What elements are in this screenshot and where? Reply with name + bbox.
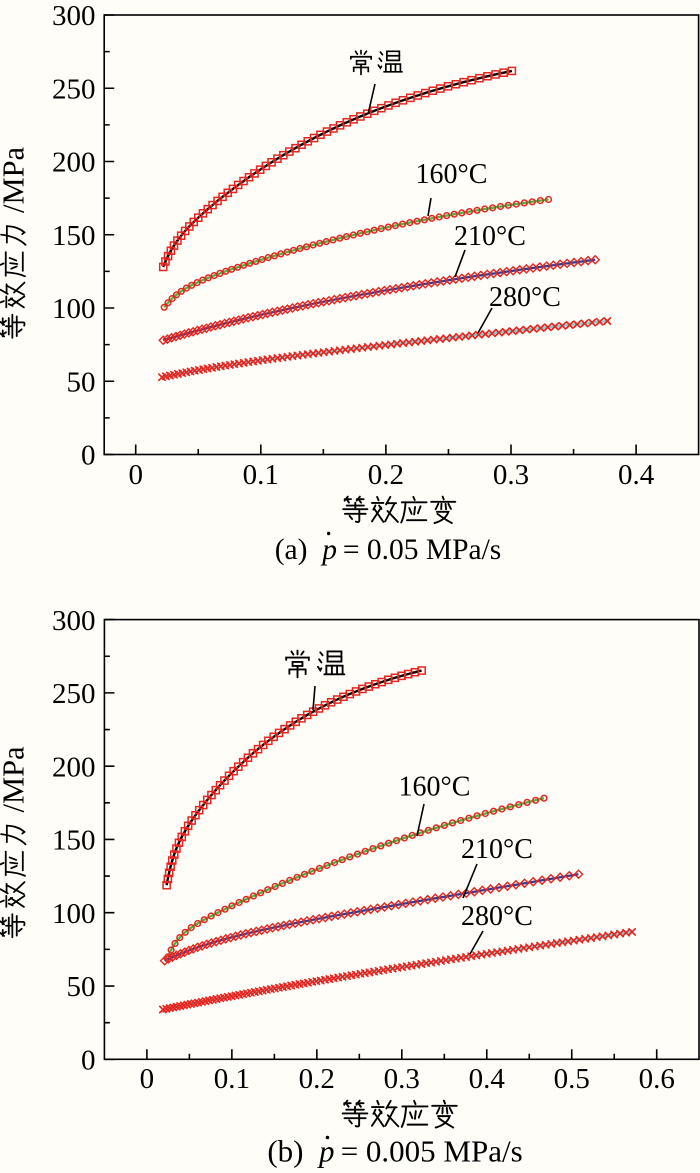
svg-text:210°C: 210°C	[461, 834, 533, 865]
svg-text:0: 0	[140, 1063, 155, 1095]
svg-text:250: 250	[52, 678, 96, 710]
svg-text:0.2: 0.2	[368, 459, 404, 491]
svg-text:200: 200	[52, 147, 96, 179]
svg-text:0.6: 0.6	[639, 1063, 675, 1095]
svg-text:250: 250	[52, 74, 96, 106]
svg-text:280°C: 280°C	[461, 901, 533, 932]
svg-text:50: 50	[67, 366, 96, 398]
svg-text:100: 100	[52, 898, 96, 930]
svg-text:0.4: 0.4	[469, 1063, 506, 1095]
svg-text:(b) p = 0.005 MPa/s: (b) p = 0.005 MPa/s	[267, 1134, 522, 1169]
svg-text:100: 100	[52, 293, 96, 325]
svg-text:0: 0	[81, 440, 96, 472]
svg-text:0.3: 0.3	[493, 459, 529, 491]
svg-text:50: 50	[67, 971, 96, 1003]
svg-text:150: 150	[52, 220, 96, 252]
svg-text:0: 0	[81, 1045, 96, 1077]
svg-text:300: 300	[52, 605, 96, 637]
svg-text:150: 150	[52, 825, 96, 857]
svg-text:0.3: 0.3	[384, 1063, 420, 1095]
svg-text:0.2: 0.2	[299, 1063, 335, 1095]
svg-text:0.1: 0.1	[243, 459, 279, 491]
svg-text:(a) p = 0.05 MPa/s: (a) p = 0.05 MPa/s	[275, 534, 502, 566]
svg-text:160°C: 160°C	[399, 772, 471, 803]
svg-text:0.5: 0.5	[554, 1063, 590, 1095]
svg-text:280°C: 280°C	[489, 282, 561, 313]
svg-text:/MPa: /MPa	[0, 746, 30, 813]
svg-text:300: 300	[52, 0, 96, 32]
svg-text:0.1: 0.1	[214, 1063, 250, 1095]
svg-text:/MPa: /MPa	[0, 146, 30, 213]
svg-text:210°C: 210°C	[454, 221, 526, 252]
svg-text:0.4: 0.4	[618, 459, 655, 491]
svg-text:160°C: 160°C	[416, 159, 488, 190]
svg-text:200: 200	[52, 751, 96, 783]
svg-text:0: 0	[128, 459, 143, 491]
